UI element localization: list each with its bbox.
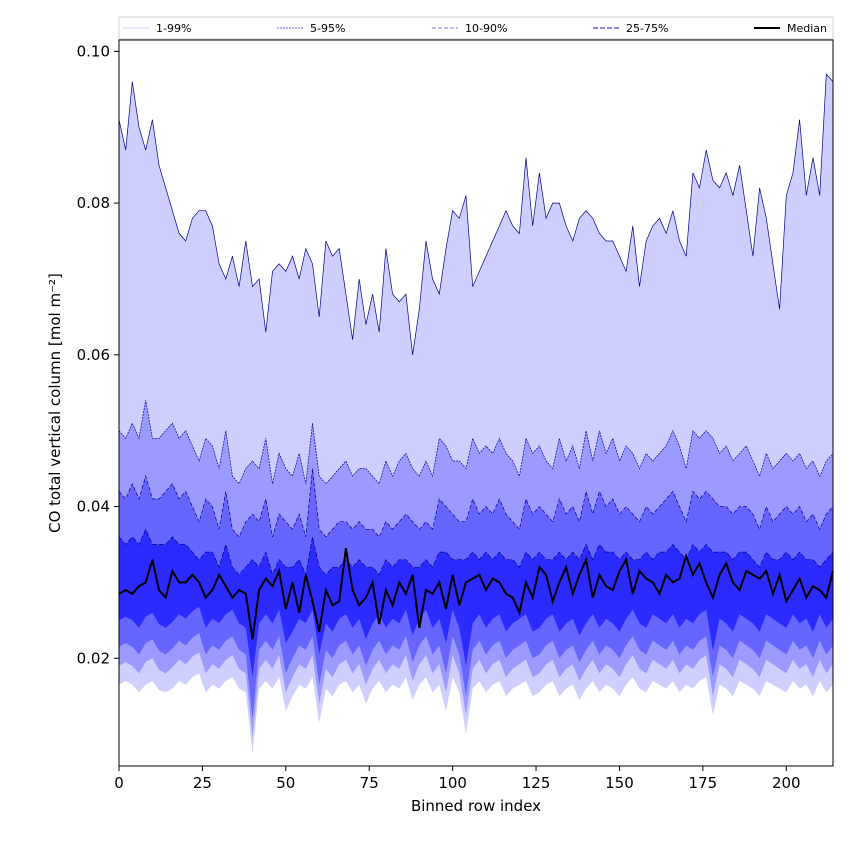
band-upper-edge-5-95% [118, 400, 834, 485]
y-tick-label: 0.08 [77, 194, 110, 212]
legend: 1-99% 5-95% 10-90% 25-75% Median [118, 16, 834, 40]
legend-label: Median [787, 22, 827, 35]
y-tick-label: 0.02 [77, 649, 110, 667]
y-axis-label: CO total vertical column [mol m⁻²] [46, 273, 64, 533]
x-tick-label: 200 [772, 774, 801, 792]
plot-frame [118, 39, 834, 767]
legend-label: 10-90% [465, 22, 507, 35]
legend-label: 1-99% [156, 22, 191, 35]
band-25-75% [119, 529, 833, 678]
y-tick-label: 0.06 [77, 346, 110, 364]
legend-label: 25-75% [626, 22, 668, 35]
y-tick-label: 0.04 [77, 498, 110, 516]
x-tick-label: 50 [276, 774, 295, 792]
x-tick-label: 0 [114, 774, 124, 792]
x-tick-label: 125 [522, 774, 551, 792]
median-layer [118, 548, 834, 640]
y-axis: 0.02 0.04 0.06 0.08 0.10 [77, 42, 119, 667]
x-axis-label: Binned row index [411, 797, 541, 815]
y-tick-label: 0.10 [77, 42, 110, 60]
x-tick-label: 25 [193, 774, 212, 792]
x-axis: 0 25 50 75 100 125 150 175 200 [114, 766, 801, 792]
x-tick-label: 75 [360, 774, 379, 792]
x-tick-label: 175 [689, 774, 718, 792]
band-upper-edge-25-75% [118, 528, 834, 577]
legend-box [118, 16, 834, 40]
legend-label: 5-95% [310, 22, 345, 35]
plot-area [118, 39, 834, 767]
band-upper-edge-10-90% [118, 468, 834, 538]
x-tick-label: 150 [605, 774, 634, 792]
median-line [118, 548, 834, 640]
band-upper-edge-1-99% [118, 73, 834, 355]
x-tick-label: 100 [438, 774, 467, 792]
